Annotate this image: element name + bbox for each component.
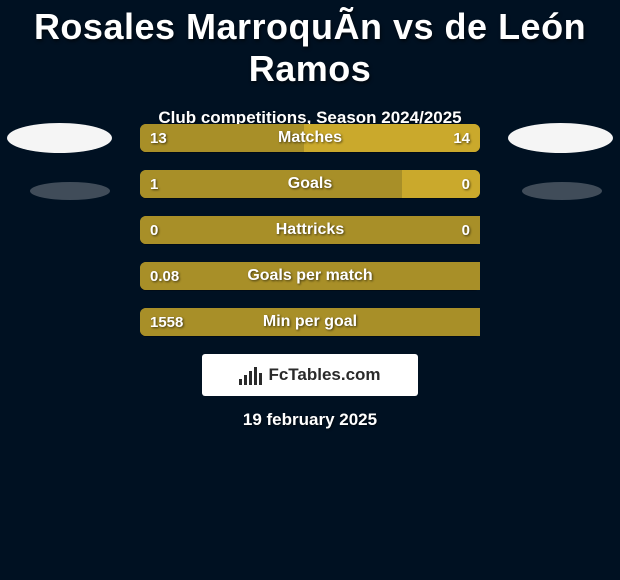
player1-avatar-shadow bbox=[30, 182, 110, 200]
bar-segment-player1 bbox=[140, 308, 480, 336]
bar-segment-player2 bbox=[402, 170, 480, 198]
page-title: Rosales MarroquÃ­n vs de León Ramos bbox=[0, 0, 620, 90]
player2-avatar-shadow bbox=[522, 182, 602, 200]
bar-segment-player1 bbox=[140, 170, 402, 198]
bar-segment-player2 bbox=[304, 124, 480, 152]
stat-bar: 0.08Goals per match bbox=[140, 262, 480, 290]
bar-segment-player1 bbox=[140, 216, 480, 244]
stat-bar: 00Hattricks bbox=[140, 216, 480, 244]
brand-text: FcTables.com bbox=[268, 365, 380, 385]
brand-box[interactable]: FcTables.com bbox=[202, 354, 418, 396]
stat-bar: 1558Min per goal bbox=[140, 308, 480, 336]
player1-avatar bbox=[7, 123, 112, 153]
bars-chart-icon bbox=[239, 365, 262, 385]
date-label: 19 february 2025 bbox=[0, 410, 620, 430]
bar-segment-player1 bbox=[140, 124, 304, 152]
player2-avatar bbox=[508, 123, 613, 153]
stat-bar: 1314Matches bbox=[140, 124, 480, 152]
comparison-bars: 1314Matches 10Goals 00Hattricks 0.08Goals p… bbox=[140, 124, 480, 354]
stat-bar: 10Goals bbox=[140, 170, 480, 198]
bar-segment-player1 bbox=[140, 262, 480, 290]
